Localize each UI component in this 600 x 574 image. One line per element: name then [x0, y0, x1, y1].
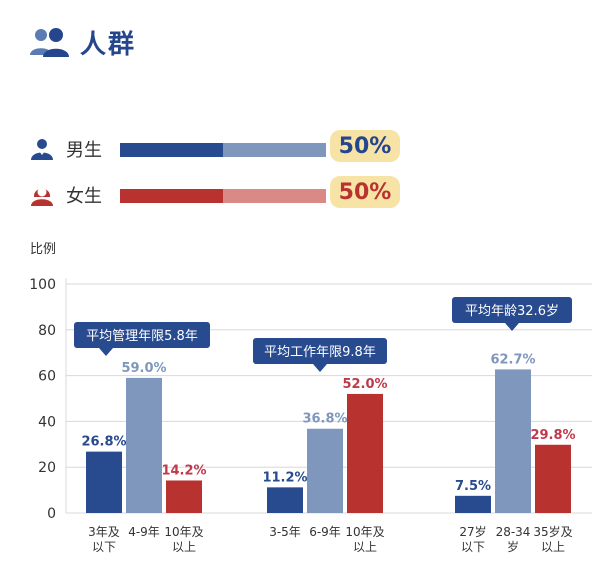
- callout-text: 平均年龄32.6岁: [465, 304, 559, 319]
- female-percent-badge: 50%: [330, 176, 400, 208]
- x-tick-label: 以下: [92, 540, 116, 554]
- bar-value-label: 59.0%: [121, 361, 166, 376]
- male-percent-badge: 50%: [330, 130, 400, 162]
- gender-row-female: 女生 50%: [30, 176, 400, 210]
- male-bar-rest: [223, 143, 326, 157]
- y-tick-label: 60: [38, 369, 56, 385]
- x-tick-label: 10年及: [345, 525, 384, 539]
- header: 人群: [28, 22, 136, 62]
- male-user-icon: [31, 139, 53, 160]
- x-tick-label: 以下: [461, 540, 485, 554]
- bar-value-label: 29.8%: [530, 428, 575, 443]
- x-tick-label: 以上: [541, 540, 565, 554]
- female-label: 女生: [66, 186, 102, 207]
- bar: [307, 428, 343, 513]
- bar: [535, 444, 571, 513]
- bar-value-label: 26.8%: [81, 435, 126, 450]
- x-tick-label: 岁: [507, 539, 519, 554]
- bar-value-label: 36.8%: [302, 412, 347, 427]
- callout-text: 平均管理年限5.8年: [86, 329, 198, 344]
- bar: [126, 377, 162, 513]
- x-tick-label: 以上: [172, 540, 196, 554]
- x-tick-label: 27岁: [459, 524, 486, 539]
- callout-box: [452, 297, 572, 323]
- female-bar-rest: [223, 189, 326, 203]
- x-tick-label: 10年及: [164, 525, 203, 539]
- callout-box: [74, 322, 210, 348]
- bar-value-label: 62.7%: [490, 352, 535, 367]
- x-tick-label: 3年及: [88, 525, 120, 539]
- female-bar-fill: [120, 189, 223, 203]
- bar: [86, 451, 122, 513]
- bar: [455, 495, 491, 513]
- y-tick-label: 0: [47, 506, 56, 522]
- callout-pointer: [505, 323, 519, 331]
- callout-pointer: [99, 348, 113, 356]
- bar: [267, 487, 303, 513]
- y-tick-label: 40: [38, 414, 56, 430]
- y-axis-title: 比例: [30, 242, 57, 257]
- x-tick-label: 3-5年: [269, 525, 301, 539]
- x-tick-label: 28-34: [496, 525, 531, 539]
- callout-box: [253, 338, 387, 364]
- bar-value-label: 7.5%: [455, 479, 491, 494]
- female-bar: [120, 189, 326, 203]
- male-label: 男生: [66, 140, 102, 161]
- bar: [495, 369, 531, 513]
- y-tick-label: 100: [29, 277, 56, 293]
- gender-row-male: 男生 50%: [30, 130, 400, 164]
- page-title: 人群: [80, 29, 137, 60]
- bar-value-label: 52.0%: [342, 377, 387, 392]
- callout-pointer: [313, 364, 327, 372]
- y-tick-label: 20: [38, 460, 56, 476]
- male-bar-fill: [120, 143, 223, 157]
- female-user-icon: [31, 187, 53, 206]
- users-icon: [30, 28, 69, 57]
- x-tick-label: 以上: [353, 540, 377, 554]
- x-tick-label: 6-9年: [309, 525, 341, 539]
- bar-value-label: 14.2%: [161, 463, 206, 478]
- bar-value-label: 11.2%: [262, 470, 307, 485]
- male-bar: [120, 143, 326, 157]
- x-tick-label: 4-9年: [128, 525, 160, 539]
- callout-text: 平均工作年限9.8年: [264, 345, 376, 360]
- bar: [166, 480, 202, 513]
- x-tick-label: 35岁及: [533, 524, 572, 539]
- y-tick-label: 80: [38, 323, 56, 339]
- bar: [347, 393, 383, 513]
